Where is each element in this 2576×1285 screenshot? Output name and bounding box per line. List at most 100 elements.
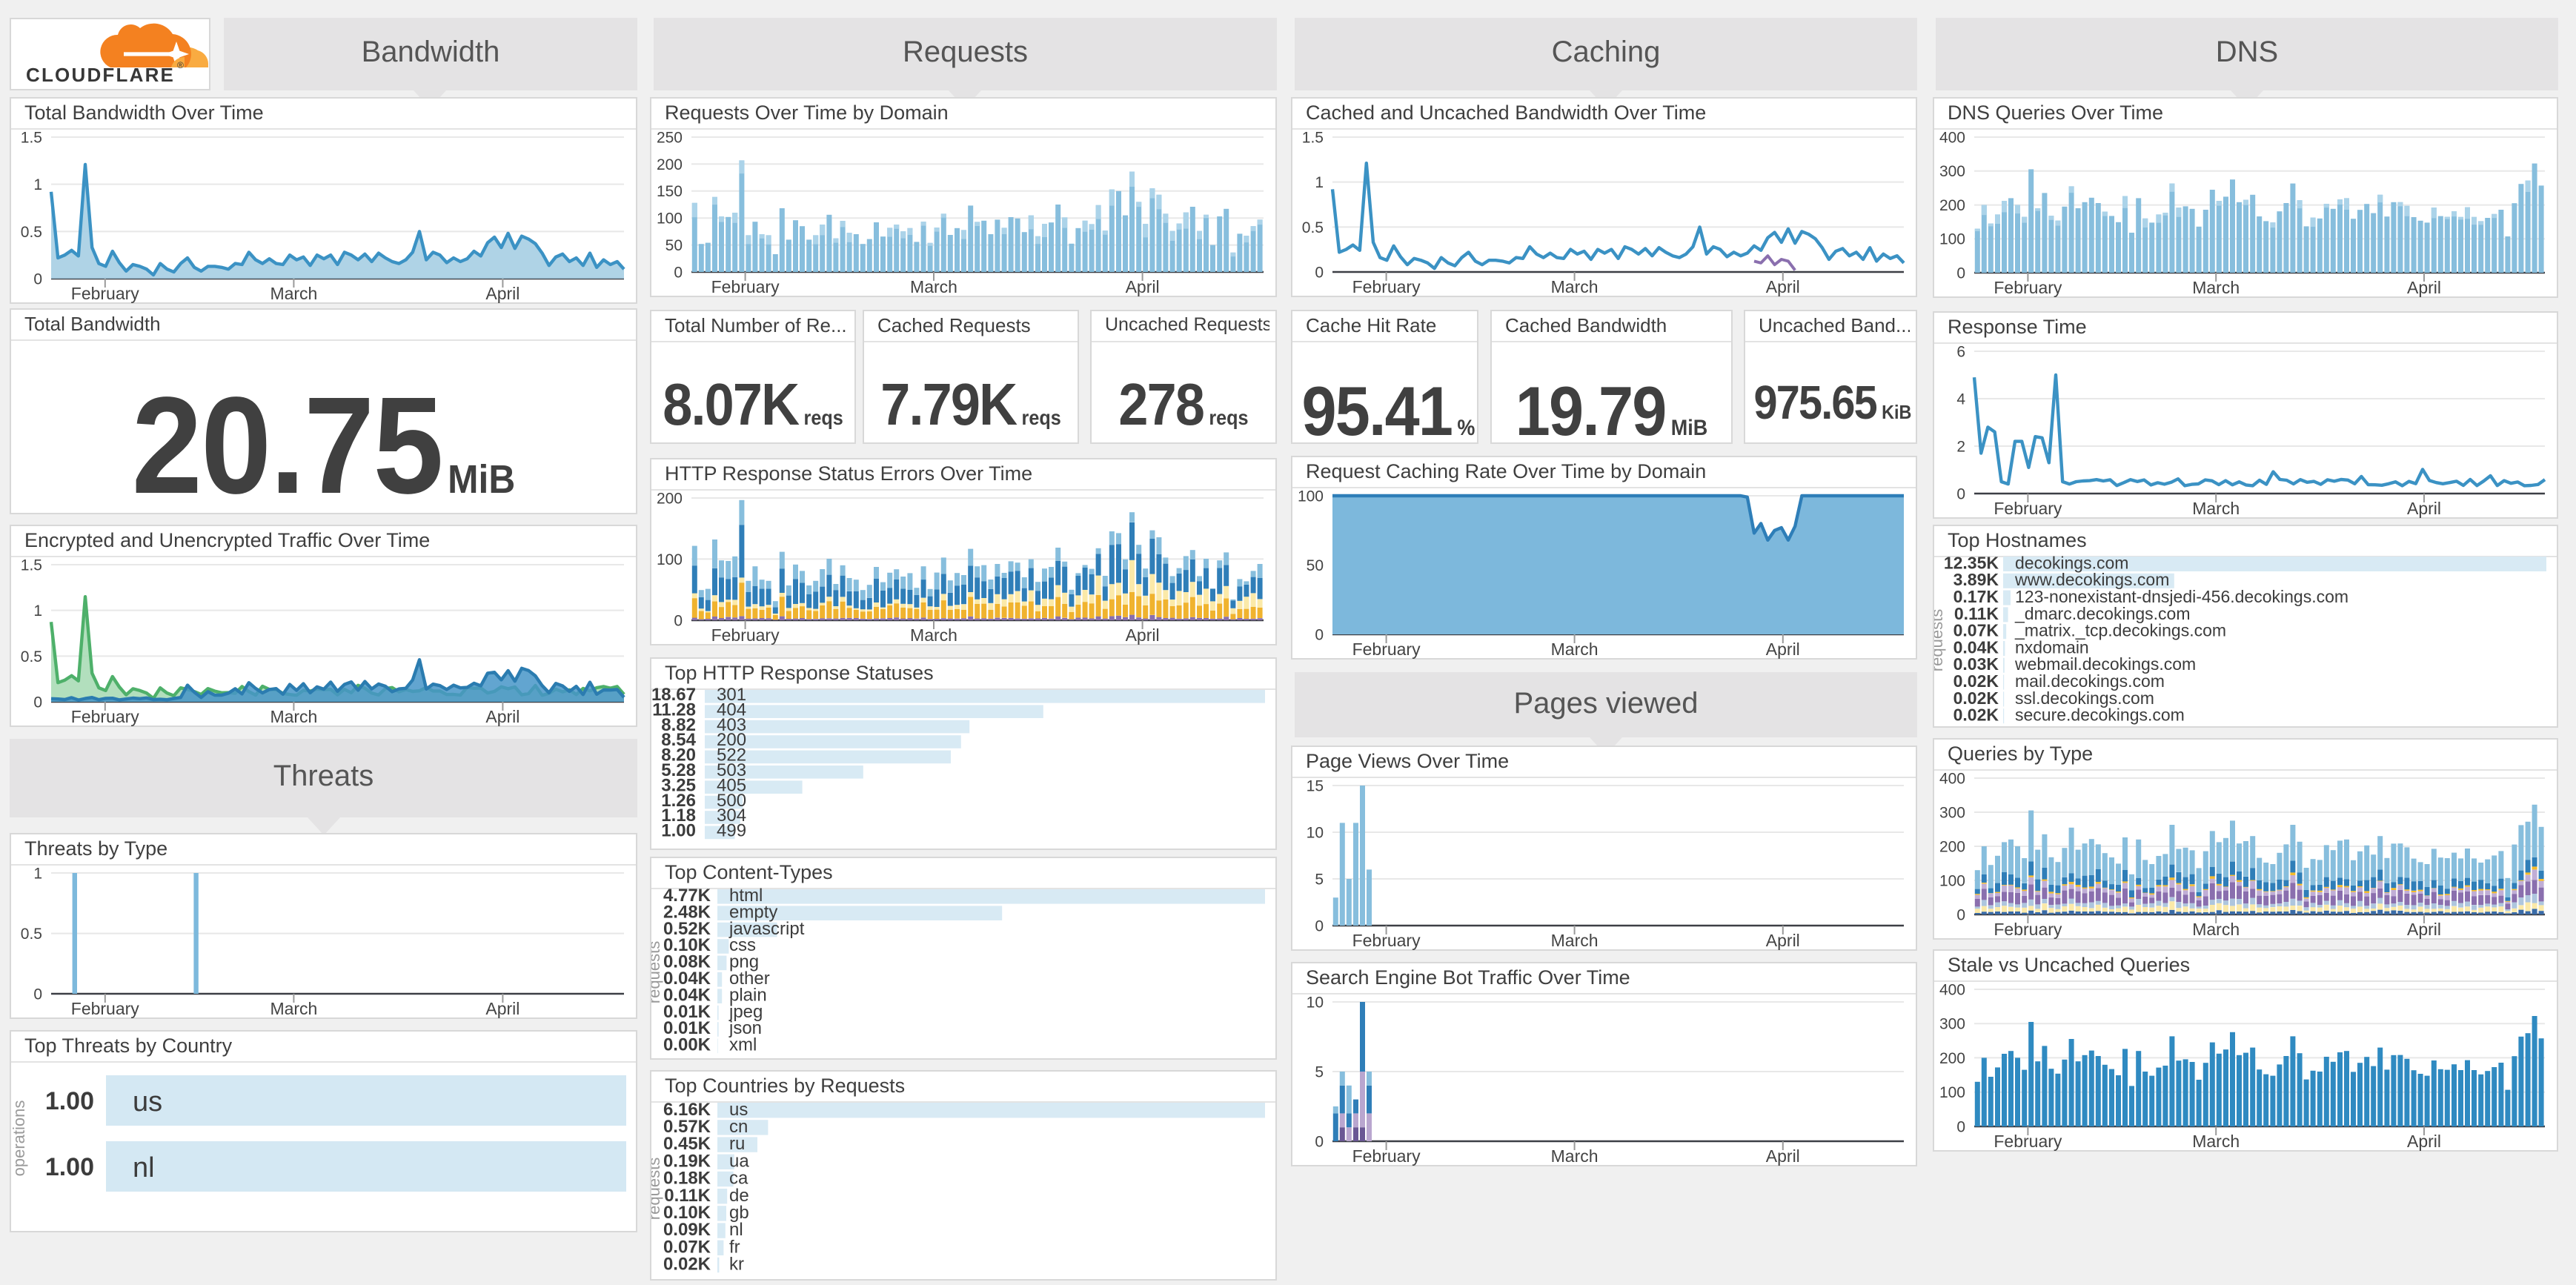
svg-text:100: 100: [1939, 872, 1965, 889]
svg-text:10: 10: [1307, 994, 1324, 1011]
svg-text:February: February: [1994, 499, 2062, 518]
svg-text:®: ®: [177, 60, 184, 70]
svg-text:0: 0: [1956, 265, 1965, 282]
svg-text:March: March: [270, 707, 317, 726]
svg-text:150: 150: [657, 183, 683, 200]
svg-text:400: 400: [1939, 129, 1965, 146]
svg-text:0: 0: [674, 612, 683, 629]
svg-text:March: March: [1551, 931, 1599, 950]
svg-text:April: April: [1766, 277, 1800, 296]
svg-text:0.5: 0.5: [1302, 219, 1324, 236]
svg-text:5: 5: [1315, 1063, 1324, 1080]
svg-text:March: March: [1551, 277, 1599, 296]
svg-text:200: 200: [1939, 838, 1965, 855]
svg-text:April: April: [2407, 1132, 2441, 1151]
svg-text:300: 300: [1939, 163, 1965, 180]
svg-text:February: February: [711, 625, 780, 645]
svg-text:April: April: [1126, 625, 1160, 645]
svg-text:1: 1: [33, 602, 42, 620]
svg-text:March: March: [910, 625, 957, 645]
svg-text:1: 1: [33, 176, 42, 193]
svg-text:April: April: [2407, 278, 2441, 297]
svg-text:100: 100: [1298, 488, 1324, 505]
svg-text:requests: requests: [651, 1158, 663, 1220]
svg-text:0: 0: [1956, 1118, 1965, 1135]
svg-text:March: March: [2192, 499, 2240, 518]
svg-text:50: 50: [1307, 557, 1324, 574]
svg-text:200: 200: [657, 490, 683, 507]
svg-text:April: April: [485, 999, 519, 1018]
svg-text:0: 0: [674, 264, 683, 281]
svg-text:us: us: [133, 1086, 162, 1118]
svg-text:4: 4: [1956, 391, 1965, 408]
svg-text:February: February: [1352, 1146, 1421, 1166]
svg-text:0.5: 0.5: [21, 224, 42, 241]
svg-text:0.00K: 0.00K: [663, 1035, 711, 1055]
svg-text:100: 100: [1939, 1084, 1965, 1101]
svg-text:February: February: [711, 277, 780, 296]
svg-text:1.5: 1.5: [1302, 129, 1324, 146]
svg-text:200: 200: [657, 156, 683, 173]
svg-text:February: February: [1994, 278, 2062, 297]
svg-text:300: 300: [1939, 1016, 1965, 1033]
svg-text:0.5: 0.5: [21, 926, 42, 943]
svg-text:0: 0: [1315, 264, 1324, 281]
svg-text:February: February: [1352, 640, 1421, 659]
svg-text:1.5: 1.5: [21, 557, 42, 574]
svg-text:5: 5: [1315, 871, 1324, 888]
svg-text:April: April: [2407, 499, 2441, 518]
svg-text:March: March: [1551, 1146, 1599, 1166]
svg-text:0: 0: [1315, 626, 1324, 643]
svg-text:0: 0: [1315, 917, 1324, 934]
svg-text:1: 1: [1315, 174, 1324, 191]
svg-text:0.02K: 0.02K: [663, 1255, 711, 1275]
svg-text:March: March: [2192, 278, 2240, 297]
svg-text:March: March: [2192, 920, 2240, 939]
svg-text:100: 100: [1939, 231, 1965, 248]
svg-text:100: 100: [657, 551, 683, 568]
svg-text:April: April: [485, 284, 519, 303]
svg-text:499: 499: [717, 821, 746, 841]
svg-text:0: 0: [1956, 906, 1965, 923]
svg-text:April: April: [485, 707, 519, 726]
svg-text:2: 2: [1956, 438, 1965, 455]
svg-text:1.00: 1.00: [45, 1153, 94, 1181]
svg-text:kr: kr: [729, 1255, 744, 1275]
svg-text:0: 0: [33, 270, 42, 288]
svg-text:1.00: 1.00: [661, 821, 696, 841]
svg-text:March: March: [1551, 640, 1599, 659]
svg-text:250: 250: [657, 129, 683, 146]
svg-text:April: April: [1766, 931, 1800, 950]
svg-text:15: 15: [1307, 777, 1324, 794]
svg-text:April: April: [1766, 640, 1800, 659]
svg-text:0: 0: [33, 986, 42, 1003]
svg-text:100: 100: [657, 210, 683, 228]
svg-text:50: 50: [665, 237, 683, 254]
svg-text:0: 0: [33, 694, 42, 711]
svg-text:February: February: [1994, 1132, 2062, 1151]
svg-text:February: February: [1352, 931, 1421, 950]
svg-text:February: February: [1352, 277, 1421, 296]
svg-text:secure.decokings.com: secure.decokings.com: [2015, 705, 2185, 725]
svg-text:400: 400: [1939, 770, 1965, 787]
svg-text:nl: nl: [133, 1152, 155, 1183]
svg-text:February: February: [71, 707, 140, 726]
svg-text:requests: requests: [651, 941, 663, 1003]
svg-text:200: 200: [1939, 197, 1965, 214]
svg-text:6: 6: [1956, 343, 1965, 360]
svg-text:0: 0: [1315, 1133, 1324, 1150]
svg-text:200: 200: [1939, 1050, 1965, 1067]
svg-text:requests: requests: [1934, 609, 1946, 671]
svg-text:400: 400: [1939, 981, 1965, 998]
svg-text:xml: xml: [729, 1035, 757, 1055]
svg-text:0.02K: 0.02K: [1953, 705, 1999, 725]
svg-text:March: March: [270, 999, 317, 1018]
svg-text:1: 1: [33, 865, 42, 882]
svg-text:February: February: [71, 284, 140, 303]
svg-text:0: 0: [1956, 485, 1965, 502]
svg-text:February: February: [71, 999, 140, 1018]
svg-text:1.5: 1.5: [21, 129, 42, 146]
svg-text:0.5: 0.5: [21, 648, 42, 665]
svg-text:April: April: [1126, 277, 1160, 296]
svg-text:10: 10: [1307, 824, 1324, 841]
